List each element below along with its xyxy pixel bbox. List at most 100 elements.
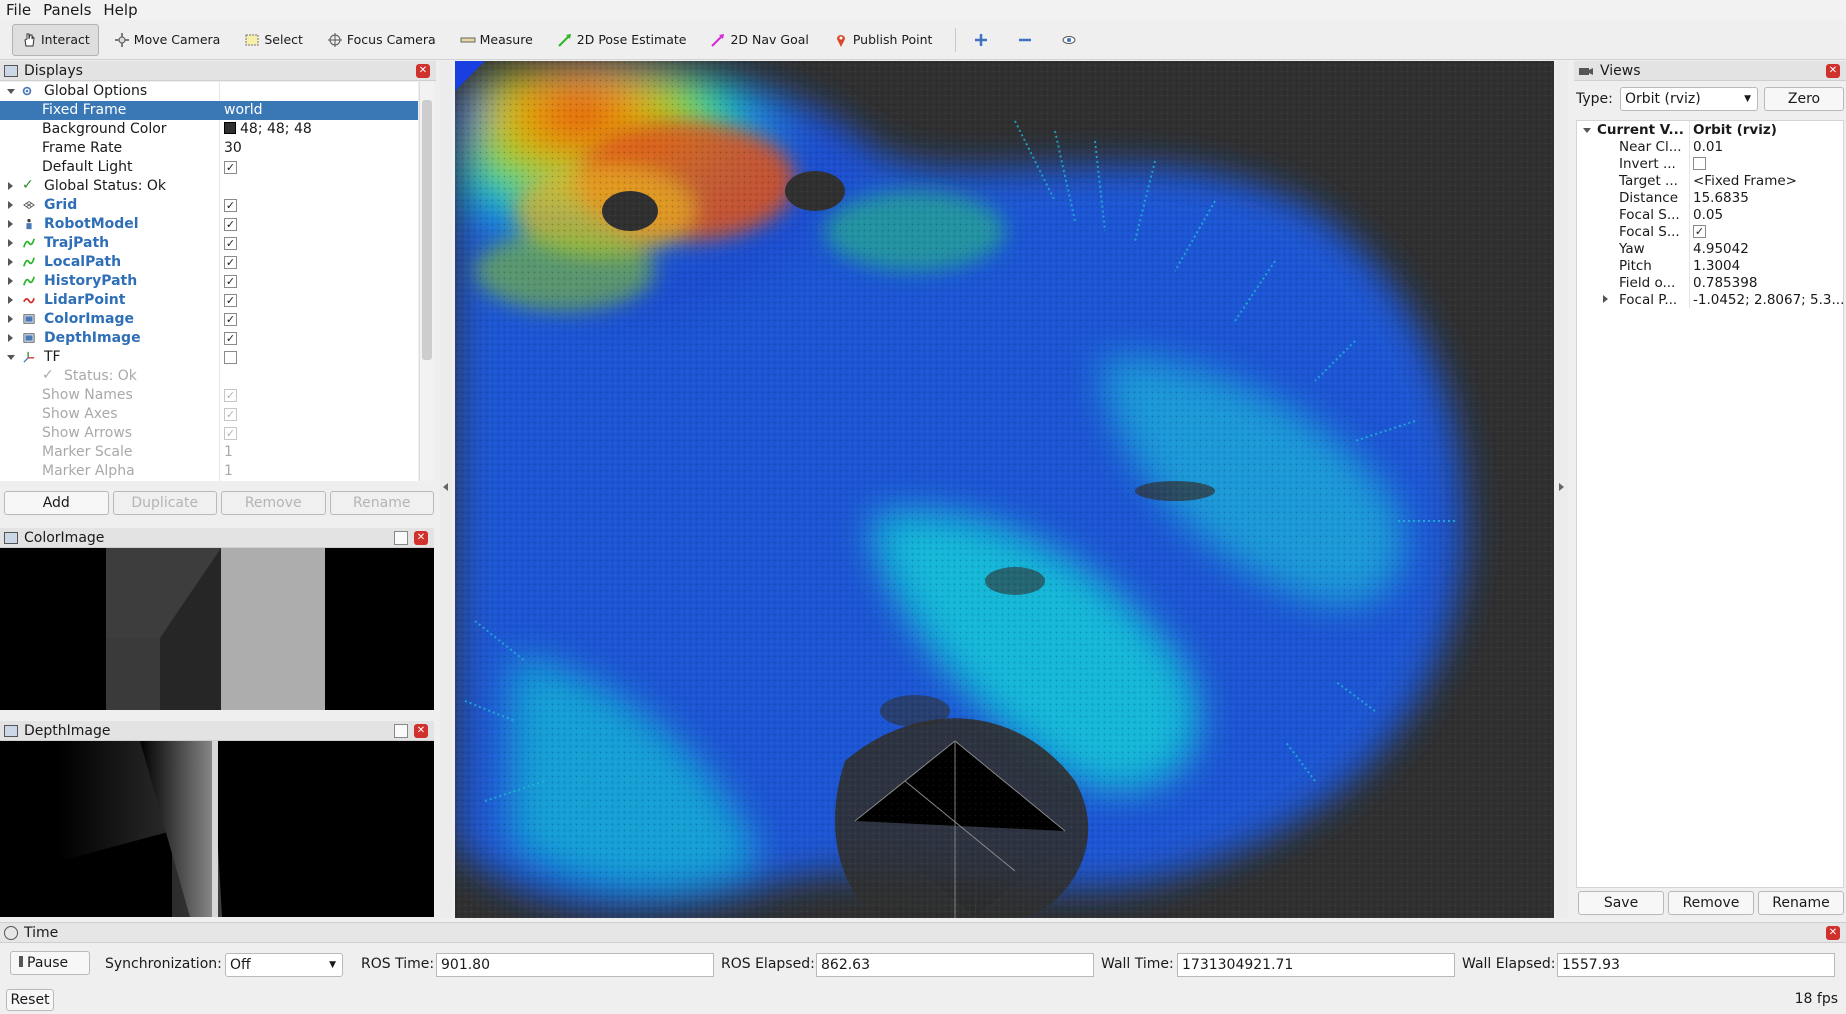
tree-row-global-status[interactable]: ✓ Global Status: Ok [0, 177, 418, 196]
left-splitter[interactable] [440, 61, 452, 918]
rename-display-button[interactable]: Rename [329, 491, 434, 515]
view-prop-row[interactable]: Pitch 1.3004 [1577, 257, 1843, 274]
menu-help[interactable]: Help [103, 1, 138, 19]
show-names-checkbox[interactable]: ✓ [224, 389, 237, 402]
close-icon[interactable]: ✕ [414, 531, 428, 545]
localpath-checkbox[interactable]: ✓ [224, 256, 237, 269]
marker-scale-value[interactable]: 1 [224, 444, 233, 460]
tree-row-tf-status[interactable]: ✓ Status: Ok [0, 367, 418, 386]
lidarpoint-checkbox[interactable]: ✓ [224, 294, 237, 307]
tree-row-localpath[interactable]: LocalPath ✓ [0, 253, 418, 272]
duplicate-display-button[interactable]: Duplicate [112, 491, 217, 515]
tree-row-background-color[interactable]: Background Color 48; 48; 48 [0, 120, 418, 139]
save-view-button[interactable]: Save [1578, 891, 1664, 915]
zero-button[interactable]: Zero [1764, 87, 1844, 111]
expand-arrow-icon[interactable] [8, 334, 13, 342]
expand-arrow-icon[interactable] [8, 220, 13, 228]
tree-row-fixed-frame[interactable]: Fixed Frame world [0, 101, 418, 120]
view-prop-row[interactable]: Near Cl... 0.01 [1577, 138, 1843, 155]
tree-row-depthimage[interactable]: DepthImage ✓ [0, 329, 418, 348]
prop-value[interactable]: 0.05 [1693, 207, 1724, 223]
displays-scrollbar[interactable] [419, 82, 434, 481]
nav-goal-tool[interactable]: 2D Nav Goal [701, 24, 817, 56]
right-splitter[interactable] [1556, 61, 1568, 918]
measure-tool[interactable]: Measure [451, 24, 542, 56]
expand-arrow-icon[interactable] [8, 258, 13, 266]
show-axes-checkbox[interactable]: ✓ [224, 408, 237, 421]
collapse-right-icon[interactable] [1559, 483, 1564, 491]
displays-tree[interactable]: Global Options Fixed Frame world Backgro… [0, 82, 418, 481]
invert-checkbox[interactable] [1693, 157, 1706, 170]
expand-arrow-icon[interactable] [8, 277, 13, 285]
expand-arrow-icon[interactable] [1583, 128, 1591, 133]
select-tool[interactable]: Select [235, 24, 312, 56]
grid-checkbox[interactable]: ✓ [224, 199, 237, 212]
frame-rate-value[interactable]: 30 [224, 140, 242, 156]
prop-value[interactable]: <Fixed Frame> [1693, 173, 1797, 189]
prop-value[interactable]: 0.785398 [1693, 275, 1758, 291]
view-type-select[interactable]: Orbit (rviz) ▼ [1620, 87, 1758, 111]
prop-value[interactable]: -1.0452; 2.8067; 5.3... [1693, 292, 1845, 308]
close-icon[interactable]: ✕ [1826, 64, 1840, 78]
colorimage-checkbox[interactable]: ✓ [224, 313, 237, 326]
tree-row-global-options[interactable]: Global Options [0, 82, 418, 101]
expand-arrow-icon[interactable] [7, 355, 15, 360]
view-prop-row[interactable]: Focal S... 0.05 [1577, 206, 1843, 223]
menu-file[interactable]: File [6, 1, 32, 19]
views-tree[interactable]: Current V... Orbit (rviz) Near Cl... 0.01… [1576, 120, 1844, 888]
pause-button[interactable]: Pause [10, 951, 90, 975]
show-arrows-checkbox[interactable]: ✓ [224, 427, 237, 440]
tree-row-show-axes[interactable]: Show Axes ✓ [0, 405, 418, 424]
wall-elapsed-field[interactable]: 1557.93 [1557, 953, 1835, 977]
expand-arrow-icon[interactable] [8, 315, 13, 323]
prop-value[interactable]: 15.6835 [1693, 190, 1749, 206]
tree-row-robotmodel[interactable]: RobotModel ✓ [0, 215, 418, 234]
view-prop-row[interactable]: Focal P... -1.0452; 2.8067; 5.3... [1577, 291, 1845, 308]
default-light-checkbox[interactable]: ✓ [224, 161, 237, 174]
float-panel-icon[interactable] [394, 531, 408, 545]
pose-estimate-tool[interactable]: 2D Pose Estimate [548, 24, 696, 56]
fixed-frame-value[interactable]: world [224, 102, 263, 118]
wall-time-field[interactable]: 1731304921.71 [1177, 953, 1455, 977]
close-icon[interactable]: ✕ [416, 64, 430, 78]
scrollbar-thumb[interactable] [422, 100, 432, 360]
reset-button[interactable]: Reset [6, 989, 54, 1011]
expand-arrow-icon[interactable] [8, 201, 13, 209]
tree-row-show-names[interactable]: Show Names ✓ [0, 386, 418, 405]
marker-alpha-value[interactable]: 1 [224, 463, 233, 479]
view-prop-row[interactable]: Distance 15.6835 [1577, 189, 1843, 206]
tree-row-lidarpoint[interactable]: LidarPoint ✓ [0, 291, 418, 310]
view-prop-row[interactable]: Field o... 0.785398 [1577, 274, 1843, 291]
remove-view-button[interactable]: Remove [1668, 891, 1754, 915]
remove-display-button[interactable]: Remove [221, 491, 326, 515]
view-prop-row[interactable]: Target ... <Fixed Frame> [1577, 172, 1843, 189]
trajpath-checkbox[interactable]: ✓ [224, 237, 237, 250]
tree-row-grid[interactable]: Grid ✓ [0, 196, 418, 215]
historypath-checkbox[interactable]: ✓ [224, 275, 237, 288]
view-prop-row[interactable]: Yaw 4.95042 [1577, 240, 1843, 257]
current-view-row[interactable]: Current V... Orbit (rviz) [1577, 121, 1843, 138]
collapse-left-icon[interactable] [443, 483, 448, 491]
expand-arrow-icon[interactable] [1603, 295, 1608, 303]
menu-panels[interactable]: Panels [43, 1, 92, 19]
rename-view-button[interactable]: Rename [1758, 891, 1844, 915]
prop-value[interactable]: 1.3004 [1693, 258, 1741, 274]
tree-row-colorimage[interactable]: ColorImage ✓ [0, 310, 418, 329]
view-prop-row[interactable]: Focal S... ✓ [1577, 223, 1843, 240]
expand-arrow-icon[interactable] [8, 296, 13, 304]
prop-value[interactable]: 0.01 [1693, 139, 1724, 155]
tree-row-frame-rate[interactable]: Frame Rate 30 [0, 139, 418, 158]
tree-row-marker-scale[interactable]: Marker Scale 1 [0, 443, 418, 462]
tool-properties-button[interactable] [1052, 24, 1090, 56]
tree-row-show-arrows[interactable]: Show Arrows ✓ [0, 424, 418, 443]
sync-select[interactable]: Off ▼ [225, 953, 343, 977]
remove-tool-button[interactable] [1008, 24, 1046, 56]
tree-row-historypath[interactable]: HistoryPath ✓ [0, 272, 418, 291]
float-panel-icon[interactable] [394, 724, 408, 738]
add-tool-button[interactable] [964, 24, 1002, 56]
expand-arrow-icon[interactable] [8, 239, 13, 247]
prop-value[interactable]: 4.95042 [1693, 241, 1749, 257]
render-3d-view[interactable] [455, 61, 1554, 918]
tree-row-default-light[interactable]: Default Light ✓ [0, 158, 418, 177]
depthimage-checkbox[interactable]: ✓ [224, 332, 237, 345]
